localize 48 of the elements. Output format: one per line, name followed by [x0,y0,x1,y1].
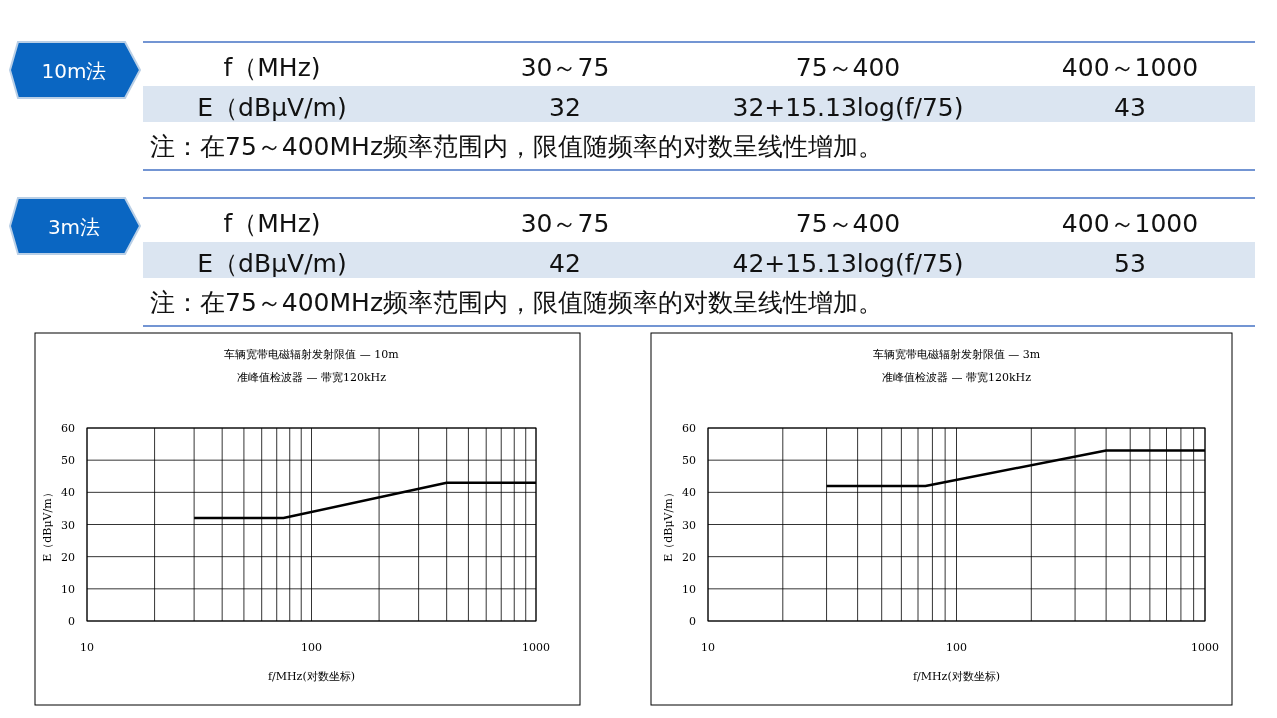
text: 32+15.13log(f/75) [732,93,964,122]
text: 400～1000 [1061,53,1199,82]
y-tick-label: 30 [682,518,696,532]
text: 注：在75～400MHz频率范围内，限值随频率的对数呈线性增加。 [150,132,884,161]
text: 75～400 [795,53,901,82]
y-tick-label: 40 [61,486,75,500]
x-axis-title: f/MHz(对数坐标) [912,670,1001,683]
x-tick-label: 100 [946,641,967,654]
y-axis-title: E（dBμV/m） [662,487,675,562]
text: 42+15.13log(f/75) [732,249,964,278]
y-tick-label: 10 [682,582,696,596]
text: 10m法 [41,59,107,83]
y-tick-label: 20 [682,550,696,564]
y-tick-label: 60 [61,422,75,435]
text: f（MHz) [223,53,321,82]
y-tick-label: 60 [682,422,696,435]
y-tick-label: 40 [682,486,696,500]
chart-title: 车辆宽带电磁辐射发射限值 — 3m [872,348,1041,361]
y-tick-label: 10 [61,582,75,596]
x-tick-label: 100 [301,641,322,654]
text: E（dBμV/m) [197,93,347,122]
x-tick-label: 10 [701,641,715,654]
y-tick-label: 50 [682,454,696,468]
y-tick-label: 0 [68,615,75,628]
x-tick-label: 10 [80,641,94,654]
text: 43 [1114,93,1146,122]
x-tick-label: 1000 [522,641,550,654]
text: 3m法 [47,215,101,239]
text: E（dBμV/m) [197,249,347,278]
text: 30～75 [520,209,610,238]
text: 30～75 [520,53,610,82]
y-tick-label: 50 [61,454,75,468]
y-tick-label: 30 [61,518,75,532]
text: f（MHz) [223,209,321,238]
x-tick-label: 1000 [1191,641,1219,654]
chart-title: 车辆宽带电磁辐射发射限值 — 10m [224,348,400,361]
text: 42 [549,249,581,278]
text: 注：在75～400MHz频率范围内，限值随频率的对数呈线性增加。 [150,288,884,317]
x-axis-title: f/MHz(对数坐标) [267,670,356,683]
y-tick-label: 20 [61,550,75,564]
text: 53 [1114,249,1146,278]
chart-subtitle: 准峰值检波器 — 带宽120kHz [236,371,387,384]
chart-subtitle: 准峰值检波器 — 带宽120kHz [881,371,1032,384]
y-axis-title: E（dBμV/m） [41,487,54,562]
text: 75～400 [795,209,901,238]
y-tick-label: 0 [689,615,696,628]
text: 400～1000 [1061,209,1199,238]
text: 32 [549,93,581,122]
